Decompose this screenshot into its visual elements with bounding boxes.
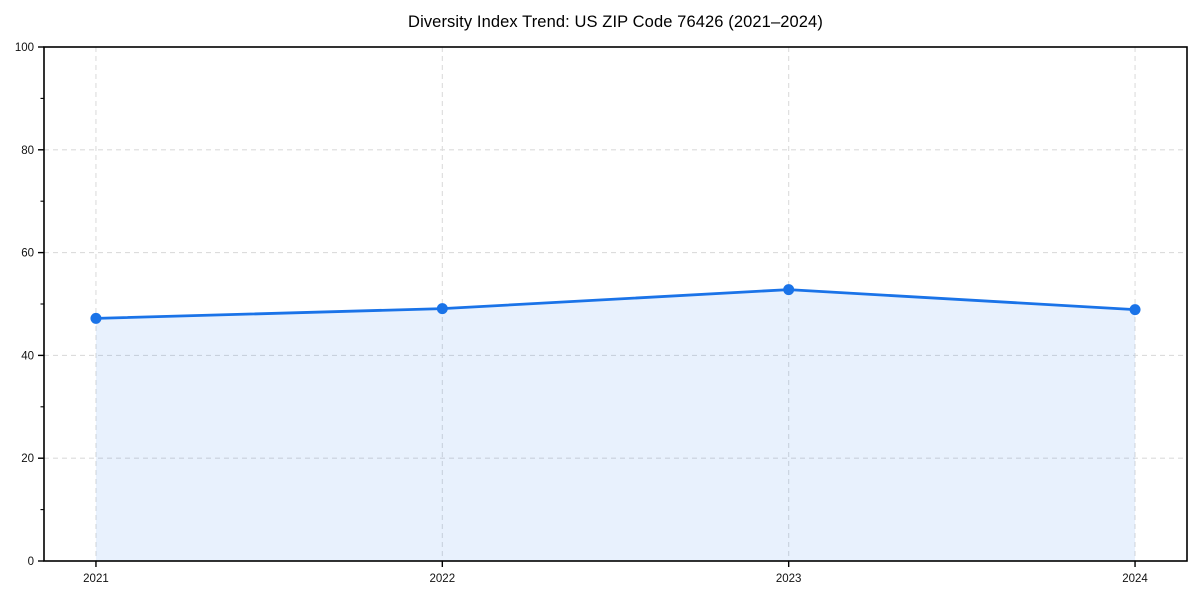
y-axis-tick-label: 40 (21, 350, 34, 362)
x-axis-tick-label: 2021 (83, 573, 109, 585)
data-point-2023 (783, 284, 795, 296)
y-axis-tick-label: 80 (21, 145, 34, 157)
y-axis-tick-label: 20 (21, 453, 34, 465)
x-axis-tick-label: 2024 (1122, 573, 1148, 585)
area-fill (95, 289, 1136, 561)
x-axis-tick-label: 2023 (776, 573, 802, 585)
trend-line (94, 288, 1137, 320)
y-axis-tick-label: 100 (15, 42, 34, 54)
data-point-2024 (1129, 304, 1141, 316)
chart-title: Diversity Index Trend: US ZIP Code 76426… (408, 13, 823, 31)
x-axis-tick-label: 2022 (430, 573, 456, 585)
y-axis-tick-label: 0 (28, 556, 34, 568)
data-point-2022 (436, 303, 448, 315)
y-axis-tick-label: 60 (21, 248, 34, 260)
data-point-2021 (90, 312, 102, 324)
